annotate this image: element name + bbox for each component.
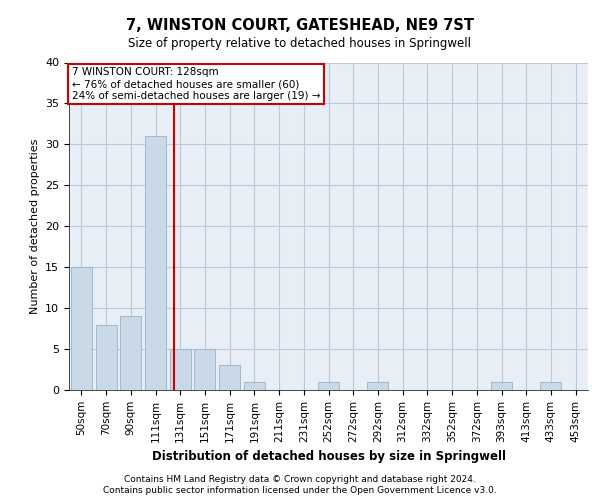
Bar xyxy=(170,349,191,390)
Bar xyxy=(145,136,166,390)
Bar xyxy=(367,382,388,390)
Bar xyxy=(71,267,92,390)
Bar xyxy=(541,382,562,390)
Text: 7, WINSTON COURT, GATESHEAD, NE9 7ST: 7, WINSTON COURT, GATESHEAD, NE9 7ST xyxy=(126,18,474,32)
X-axis label: Distribution of detached houses by size in Springwell: Distribution of detached houses by size … xyxy=(151,450,505,463)
Bar xyxy=(318,382,339,390)
Text: Size of property relative to detached houses in Springwell: Size of property relative to detached ho… xyxy=(128,38,472,51)
Bar xyxy=(120,316,141,390)
Bar xyxy=(491,382,512,390)
Text: Contains public sector information licensed under the Open Government Licence v3: Contains public sector information licen… xyxy=(103,486,497,495)
Bar xyxy=(219,366,240,390)
Bar xyxy=(194,349,215,390)
Y-axis label: Number of detached properties: Number of detached properties xyxy=(29,138,40,314)
Text: 7 WINSTON COURT: 128sqm
← 76% of detached houses are smaller (60)
24% of semi-de: 7 WINSTON COURT: 128sqm ← 76% of detache… xyxy=(71,68,320,100)
Bar xyxy=(95,324,116,390)
Text: Contains HM Land Registry data © Crown copyright and database right 2024.: Contains HM Land Registry data © Crown c… xyxy=(124,475,476,484)
Bar xyxy=(244,382,265,390)
